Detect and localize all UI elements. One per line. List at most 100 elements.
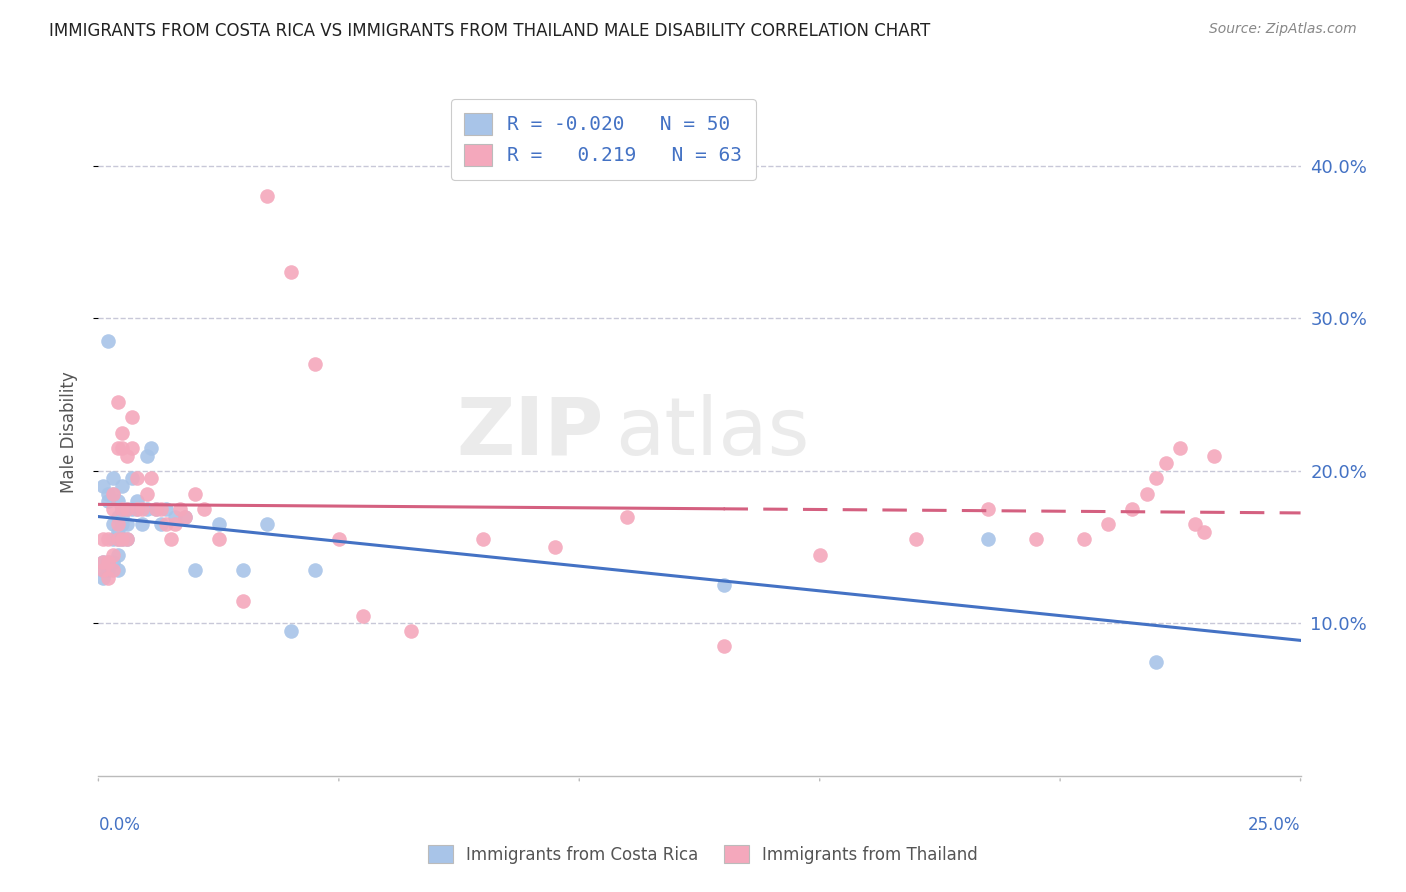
Point [101,548,124,562]
Point [165,517,187,532]
Point [97,571,120,585]
Point [111,509,134,524]
Point [1194,524,1216,539]
Point [121,502,143,516]
Point [107,494,129,508]
Point [1202,449,1225,463]
Point [107,517,129,532]
Point [111,425,134,440]
Point [808,548,831,562]
Point [97,486,120,500]
Point [91,563,114,577]
Point [1097,517,1119,532]
Point [280,265,302,279]
Point [1121,502,1143,516]
Point [121,471,143,485]
Point [304,357,326,371]
Point [159,533,181,547]
Point [107,533,129,547]
Point [193,502,215,516]
Point [1025,533,1047,547]
Point [135,449,157,463]
Point [1144,471,1167,485]
Point [97,334,120,348]
Point [141,441,163,455]
Point [117,533,139,547]
Point [101,486,124,500]
Point [125,471,148,485]
Point [111,517,134,532]
Point [121,441,143,455]
Point [399,624,422,638]
Point [174,509,197,524]
Point [117,449,139,463]
Point [117,517,139,532]
Point [117,502,139,516]
Point [713,578,735,592]
Point [149,517,172,532]
Point [304,563,326,577]
Point [131,502,153,516]
Point [328,533,350,547]
Point [977,533,1000,547]
Point [977,502,1000,516]
Text: 25.0%: 25.0% [1249,816,1301,834]
Point [107,441,129,455]
Point [131,517,153,532]
Point [141,471,163,485]
Point [1144,655,1167,669]
Point [117,533,139,547]
Point [169,502,191,516]
Point [117,502,139,516]
Point [107,395,129,409]
Point [352,608,374,623]
Point [101,471,124,485]
Point [91,479,114,493]
Point [101,555,124,569]
Text: Source: ZipAtlas.com: Source: ZipAtlas.com [1209,22,1357,37]
Point [1154,456,1177,470]
Point [280,624,302,638]
Point [1170,441,1192,455]
Point [183,486,205,500]
Point [91,555,114,569]
Point [97,494,120,508]
Point [111,502,134,516]
Point [111,502,134,516]
Point [91,571,114,585]
Point [1073,533,1095,547]
Point [107,509,129,524]
Point [91,533,114,547]
Legend: R = -0.020   N = 50, R =   0.219   N = 63: R = -0.020 N = 50, R = 0.219 N = 63 [451,99,756,180]
Point [97,555,120,569]
Point [107,533,129,547]
Point [111,533,134,547]
Point [1184,517,1206,532]
Point [155,502,177,516]
Point [183,563,205,577]
Text: IMMIGRANTS FROM COSTA RICA VS IMMIGRANTS FROM THAILAND MALE DISABILITY CORRELATI: IMMIGRANTS FROM COSTA RICA VS IMMIGRANTS… [49,22,931,40]
Point [101,533,124,547]
Point [904,533,927,547]
Point [101,517,124,532]
Legend: Immigrants from Costa Rica, Immigrants from Thailand: Immigrants from Costa Rica, Immigrants f… [422,838,984,871]
Point [256,517,278,532]
Point [472,533,495,547]
Point [91,563,114,577]
Text: atlas: atlas [616,393,810,472]
Point [232,563,254,577]
Point [155,517,177,532]
Point [101,563,124,577]
Point [616,509,638,524]
Point [107,524,129,539]
Point [145,502,167,516]
Point [101,502,124,516]
Text: ZIP: ZIP [456,393,603,472]
Point [135,486,157,500]
Point [91,555,114,569]
Point [256,189,278,203]
Text: 0.0%: 0.0% [98,816,141,834]
Point [135,502,157,516]
Point [125,502,148,516]
Point [111,479,134,493]
